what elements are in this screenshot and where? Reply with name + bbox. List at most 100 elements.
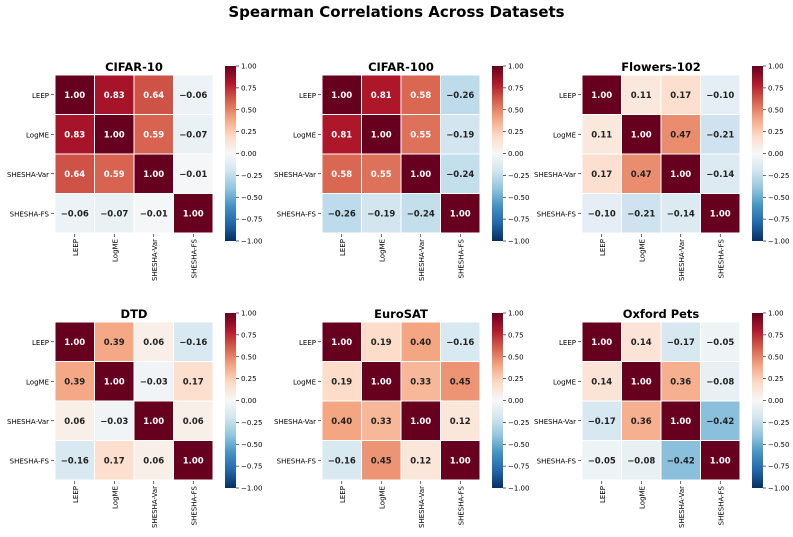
cell-value-label: 0.40 <box>410 338 431 348</box>
row-label: SHESHA-Var <box>534 171 576 179</box>
cell-value-label: 0.17 <box>670 91 691 101</box>
heatmap-cell <box>361 114 402 155</box>
cell-value-label: 1.00 <box>410 417 431 427</box>
cell-value-label: 0.55 <box>410 130 431 140</box>
cell-value-label: −0.14 <box>706 170 734 180</box>
cell-value-label: 1.00 <box>143 170 164 180</box>
cell-value-label: 1.00 <box>371 377 392 387</box>
colorbar <box>752 66 763 241</box>
cell-value-label: 1.00 <box>450 209 471 219</box>
cell-value-label: −0.10 <box>706 91 734 101</box>
heatmap-cell <box>581 361 622 402</box>
heatmap-cell <box>581 193 622 234</box>
colorbar <box>225 313 236 488</box>
colorbar-tick-label: −0.50 <box>241 441 262 449</box>
heatmap-panel: Flowers-102 1.00 0.11 0.17 −0.10 0.11 1.00 0.47… <box>534 60 789 281</box>
heatmap-cell <box>700 400 741 441</box>
col-label: LogME <box>638 239 646 262</box>
cell-value-label: 0.14 <box>631 338 652 348</box>
cell-value-label: −0.42 <box>667 456 695 466</box>
cell-value-label: −0.10 <box>588 209 616 219</box>
cell-value-label: −0.24 <box>446 170 474 180</box>
cell-value-label: 0.17 <box>591 170 612 180</box>
cell-value-label: −0.03 <box>100 417 128 427</box>
colorbar-tick-label: 0.00 <box>241 397 257 405</box>
panel-title: Flowers-102 <box>621 60 700 74</box>
heatmap-cell <box>361 153 402 194</box>
heatmap-panel: DTD 1.00 0.39 0.06 −0.16 0.39 1.00 −0.03 0.17 0.0… <box>7 307 262 528</box>
cell-value-label: 0.58 <box>331 170 352 180</box>
colorbar-tick-label: −0.75 <box>241 216 262 224</box>
col-label: SHESHA-Var <box>151 486 159 528</box>
cell-value-label: 0.33 <box>371 417 392 427</box>
row-label: SHESHA-Var <box>7 418 49 426</box>
colorbar-tick-label: 0.00 <box>508 397 524 405</box>
heatmap-cell <box>361 361 402 402</box>
heatmap-cell <box>54 321 95 362</box>
row-label: LogME <box>26 131 49 139</box>
cell-value-label: 1.00 <box>331 338 352 348</box>
colorbar-tick-label: −0.50 <box>768 194 789 202</box>
figure-title: Spearman Correlations Across Datasets <box>228 3 565 21</box>
cell-value-label: −0.19 <box>367 209 395 219</box>
row-label: SHESHA-FS <box>537 457 577 465</box>
colorbar-tick-label: −0.75 <box>768 216 789 224</box>
cell-value-label: 0.64 <box>64 170 85 180</box>
row-label: SHESHA-Var <box>274 418 316 426</box>
colorbar-tick-label: 0.50 <box>768 353 784 361</box>
colorbar-tick-label: 1.00 <box>768 63 784 71</box>
heatmap-cell <box>700 114 741 155</box>
heatmap-cell <box>700 440 741 481</box>
cell-value-label: 0.81 <box>331 130 352 140</box>
cell-value-label: 1.00 <box>670 417 691 427</box>
col-label: LogME <box>378 239 386 262</box>
heatmap-cell <box>173 440 214 481</box>
cell-value-label: 0.19 <box>371 338 392 348</box>
cell-value-label: 1.00 <box>710 209 731 219</box>
cell-value-label: 0.06 <box>143 456 164 466</box>
heatmap-panel: CIFAR-10 1.00 0.83 0.64 −0.06 0.83 1.00 0.59 −0.… <box>7 60 262 281</box>
col-label: SHESHA-FS <box>717 238 725 278</box>
heatmap-cell <box>440 193 481 234</box>
colorbar-tick-label: 1.00 <box>241 63 257 71</box>
heatmap-cell <box>94 400 135 441</box>
heatmap-cell <box>94 193 135 234</box>
row-label: LEEP <box>559 92 576 100</box>
colorbar-tick-label: 0.50 <box>508 353 524 361</box>
cell-value-label: −0.05 <box>588 456 616 466</box>
col-label: SHESHA-FS <box>190 485 198 525</box>
cell-value-label: 1.00 <box>670 170 691 180</box>
cell-value-label: 1.00 <box>631 377 652 387</box>
cell-value-label: −0.42 <box>706 417 734 427</box>
cell-value-label: 0.36 <box>670 377 691 387</box>
heatmap-cell <box>133 153 174 194</box>
cell-value-label: 0.55 <box>371 170 392 180</box>
heatmap-cell <box>400 74 441 115</box>
heatmap-cell <box>133 361 174 402</box>
cell-value-label: −0.16 <box>61 456 89 466</box>
col-label: LogME <box>111 486 119 509</box>
heatmap-cell <box>173 400 214 441</box>
heatmap-cell <box>133 114 174 155</box>
cell-value-label: −0.24 <box>407 209 435 219</box>
cell-value-label: 1.00 <box>64 91 85 101</box>
heatmap-cell <box>173 321 214 362</box>
row-label: SHESHA-Var <box>7 171 49 179</box>
heatmap-cell <box>660 361 701 402</box>
heatmap-cell <box>700 361 741 402</box>
colorbar-tick-label: −0.25 <box>508 419 529 427</box>
cell-value-label: −0.06 <box>61 209 89 219</box>
cell-value-label: −0.01 <box>179 170 207 180</box>
row-label: LogME <box>26 378 49 386</box>
cell-value-label: −0.26 <box>446 91 474 101</box>
col-label: LogME <box>378 486 386 509</box>
cell-value-label: 1.00 <box>631 130 652 140</box>
cell-value-label: 0.47 <box>631 170 652 180</box>
heatmap-cell <box>660 153 701 194</box>
cell-value-label: −0.03 <box>140 377 168 387</box>
heatmap-cell <box>54 440 95 481</box>
heatmap-cell <box>361 440 402 481</box>
cell-value-label: −0.21 <box>706 130 734 140</box>
colorbar-tick-label: −1.00 <box>241 238 262 246</box>
row-label: LogME <box>293 378 316 386</box>
